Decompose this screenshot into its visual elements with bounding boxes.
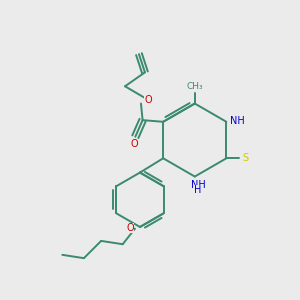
Text: H: H [194, 185, 202, 196]
Text: S: S [242, 153, 248, 163]
Text: CH₃: CH₃ [187, 82, 203, 91]
Text: O: O [127, 223, 134, 232]
Text: NH: NH [230, 116, 244, 126]
Text: O: O [130, 139, 138, 149]
Text: NH: NH [191, 180, 206, 190]
Text: O: O [144, 95, 152, 105]
